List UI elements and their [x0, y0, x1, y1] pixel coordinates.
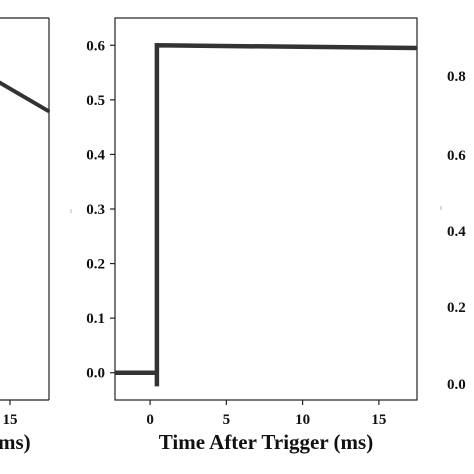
right-ytick-label: 0.2 — [447, 300, 466, 316]
right-ytick-label: 0.0 — [447, 377, 466, 393]
left-panel-xlabel-fragment: ms) — [0, 430, 31, 454]
center-panel: 0.0 0.1 0.2 0.3 0.4 0.5 0.6 0 5 10 15 Time After … — [70, 17, 418, 454]
center-ytick-label: 0.5 — [86, 93, 105, 109]
center-y-axis: 0.0 0.1 0.2 0.3 0.4 0.5 0.6 — [86, 38, 115, 382]
center-ytick-label: 0.2 — [86, 257, 105, 273]
right-ytick-label: 0.8 — [447, 69, 466, 85]
left-panel-series-line — [0, 80, 50, 113]
center-xtick-label: 10 — [295, 412, 310, 428]
center-ytick-label: 0.4 — [86, 147, 105, 163]
right-ytick-label: 0.4 — [447, 224, 466, 240]
right-ytick-label: 0.6 — [447, 148, 466, 164]
center-series-line — [115, 43, 418, 387]
right-panel: 0.8 0.6 0.4 0.2 0.0 — [440, 69, 466, 393]
center-ytick-label: 0.6 — [86, 38, 105, 54]
center-ytick-label: 0.0 — [86, 366, 105, 382]
center-xtick-label: 15 — [371, 412, 386, 428]
center-ytick-label: 0.3 — [86, 202, 105, 218]
center-xtick-label: 0 — [146, 412, 154, 428]
right-y-axis: 0.8 0.6 0.4 0.2 0.0 — [447, 69, 466, 393]
left-panel: 15 ms) — [0, 17, 50, 454]
center-x-axis-label: Time After Trigger (ms) — [159, 430, 373, 454]
center-xtick-label: 5 — [223, 412, 231, 428]
center-ytick-label: 0.1 — [86, 311, 105, 327]
center-plot-frame — [114, 17, 418, 401]
left-panel-xtick-15: 15 — [3, 412, 18, 428]
center-x-axis: 0 5 10 15 — [146, 400, 386, 428]
